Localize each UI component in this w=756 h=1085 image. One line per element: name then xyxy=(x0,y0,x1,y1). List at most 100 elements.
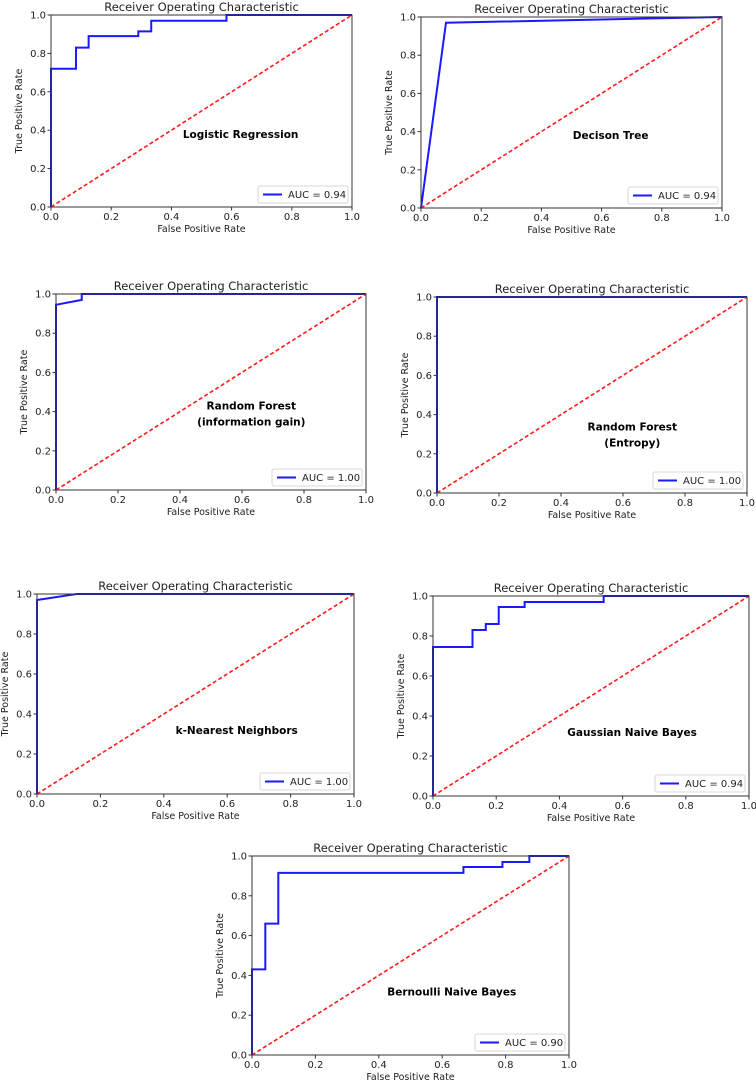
x-tick-label: 0.0 xyxy=(244,1060,260,1071)
roc-curve-line xyxy=(50,14,352,207)
x-tick-label: 0.8 xyxy=(677,498,693,509)
plot-frame xyxy=(36,593,355,795)
y-tick-label: 0.4 xyxy=(30,126,46,137)
y-tick-label: 1.0 xyxy=(400,13,416,24)
legend-label: AUC = 1.00 xyxy=(683,476,741,487)
y-tick-label: 0.6 xyxy=(16,670,32,681)
legend-label: AUC = 0.94 xyxy=(288,190,346,201)
chart-title: Receiver Operating Characteristic xyxy=(494,581,689,595)
x-axis-label: False Positive Rate xyxy=(548,510,636,521)
x-tick-label: 0.4 xyxy=(553,498,569,509)
x-tick-label: 0.2 xyxy=(307,1060,323,1071)
plot-frame xyxy=(436,296,748,494)
legend-label: AUC = 0.94 xyxy=(685,779,743,790)
legend-box xyxy=(259,772,351,791)
legend: AUC = 1.00 xyxy=(259,772,351,791)
model-name-annotation: Random Forest xyxy=(207,401,297,413)
x-tick-label: 1.0 xyxy=(714,213,730,224)
roc-chart-5: Receiver Operating Characteristic 0.0 0.2 0… xyxy=(0,579,362,822)
chart-title: Receiver Operating Characteristic xyxy=(495,282,690,296)
roc-chart-4: Receiver Operating Characteristic 0.0 0.2 0… xyxy=(400,282,755,521)
legend: AUC = 1.00 xyxy=(271,468,363,487)
y-tick-label: 0.2 xyxy=(30,164,46,175)
y-tick-label: 1.0 xyxy=(35,290,51,301)
legend-label: AUC = 1.00 xyxy=(290,777,348,788)
chart-title: Receiver Operating Characteristic xyxy=(104,0,299,14)
x-axis-label: False Positive Rate xyxy=(366,1072,454,1083)
legend-box xyxy=(271,468,363,487)
x-tick-label: 1.0 xyxy=(561,1060,577,1071)
roc-chart-2: Receiver Operating Characteristic 0.0 0.2 0… xyxy=(384,2,730,236)
legend: AUC = 0.94 xyxy=(654,774,746,793)
x-tick-label: 0.2 xyxy=(488,801,504,812)
chart-title: Receiver Operating Characteristic xyxy=(114,279,309,293)
y-tick-label: 0.0 xyxy=(416,489,432,500)
x-tick-label: 0.8 xyxy=(654,213,670,224)
y-axis-label: True Positive Rate xyxy=(19,350,30,436)
plot-frame xyxy=(50,14,353,208)
roc-curve-line xyxy=(251,855,569,1055)
chance-diagonal-line xyxy=(50,14,353,208)
chart-title: Receiver Operating Characteristic xyxy=(313,841,508,855)
roc-chart-6: Receiver Operating Characteristic 0.0 0.2 0… xyxy=(396,581,756,824)
legend: AUC = 0.90 xyxy=(474,1033,566,1052)
chance-diagonal-line xyxy=(420,16,723,209)
y-axis-label: True Positive Rate xyxy=(215,913,226,999)
y-tick-label: 0.4 xyxy=(416,410,432,421)
x-tick-label: 0.6 xyxy=(234,495,250,506)
x-tick-label: 0.2 xyxy=(110,495,126,506)
model-name-annotation: Logistic Regression xyxy=(183,129,299,141)
x-tick-label: 0.0 xyxy=(425,801,441,812)
x-tick-label: 0.0 xyxy=(413,213,429,224)
legend-box xyxy=(257,185,349,204)
y-axis-label: True Positive Rate xyxy=(400,353,411,439)
x-tick-label: 0.8 xyxy=(284,212,300,223)
x-tick-label: 0.4 xyxy=(163,212,179,223)
plot-frame xyxy=(432,595,750,797)
x-tick-label: 0.2 xyxy=(473,213,489,224)
x-tick-label: 0.2 xyxy=(103,212,119,223)
x-tick-label: 0.6 xyxy=(434,1060,450,1071)
y-tick-label: 0.4 xyxy=(400,127,416,138)
y-axis-label: True Positive Rate xyxy=(384,70,395,156)
y-tick-label: 0.8 xyxy=(416,332,432,343)
legend: AUC = 0.94 xyxy=(627,186,719,205)
x-axis-label: False Positive Rate xyxy=(547,813,635,824)
y-tick-label: 0.6 xyxy=(231,931,247,942)
x-axis-label: False Positive Rate xyxy=(151,811,239,822)
chance-diagonal-line xyxy=(432,595,750,797)
x-tick-label: 1.0 xyxy=(358,495,374,506)
y-tick-label: 0.4 xyxy=(35,407,51,418)
y-tick-label: 0.8 xyxy=(412,632,428,643)
legend-label: AUC = 1.00 xyxy=(302,473,360,484)
chart-title: Receiver Operating Characteristic xyxy=(474,2,669,16)
y-tick-label: 0.8 xyxy=(35,329,51,340)
y-tick-label: 0.0 xyxy=(16,790,32,801)
roc-chart-1: Receiver Operating Characteristic 0.0 0.2 0… xyxy=(14,0,360,235)
x-tick-label: 0.4 xyxy=(371,1060,387,1071)
y-tick-label: 0.2 xyxy=(16,750,32,761)
x-tick-label: 0.4 xyxy=(551,801,567,812)
x-tick-label: 0.4 xyxy=(172,495,188,506)
y-tick-label: 0.8 xyxy=(16,630,32,641)
y-tick-label: 1.0 xyxy=(16,590,32,601)
y-tick-label: 0.6 xyxy=(30,87,46,98)
x-tick-label: 0.0 xyxy=(429,498,445,509)
y-tick-label: 1.0 xyxy=(416,293,432,304)
y-tick-label: 0.6 xyxy=(412,672,428,683)
y-tick-label: 0.0 xyxy=(35,486,51,497)
x-tick-label: 0.6 xyxy=(224,212,240,223)
x-tick-label: 0.6 xyxy=(594,213,610,224)
chance-diagonal-line xyxy=(36,593,355,795)
y-tick-label: 1.0 xyxy=(412,592,428,603)
plot-frame xyxy=(55,293,367,491)
y-tick-label: 0.6 xyxy=(416,371,432,382)
x-axis-label: False Positive Rate xyxy=(527,225,615,236)
x-tick-label: 0.0 xyxy=(43,212,59,223)
model-name-annotation: (Entropy) xyxy=(604,437,660,449)
legend-box xyxy=(652,471,744,490)
y-tick-label: 0.0 xyxy=(412,792,428,803)
x-tick-label: 0.4 xyxy=(533,213,549,224)
legend: AUC = 0.94 xyxy=(257,185,349,204)
y-axis-label: True Positive Rate xyxy=(0,652,11,738)
